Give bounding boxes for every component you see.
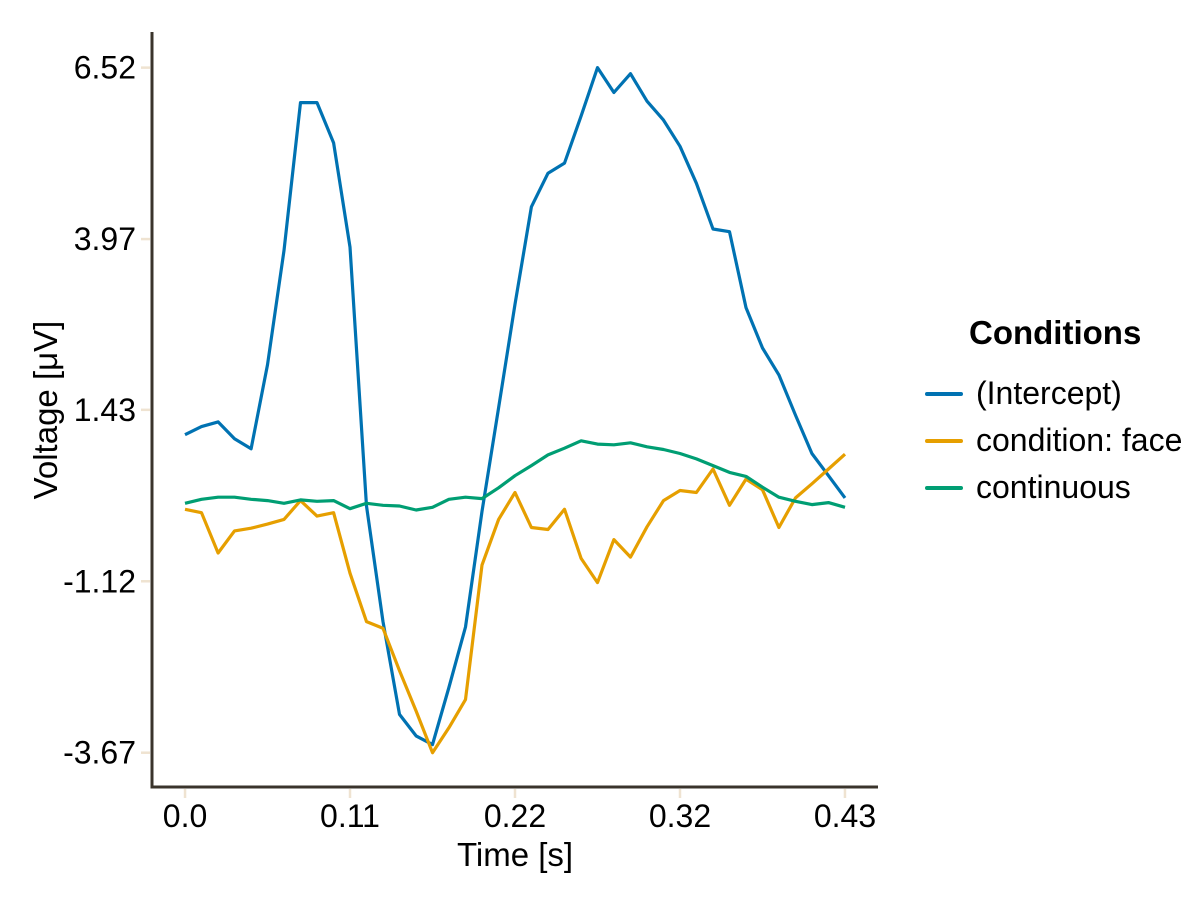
legend-line-swatch (925, 438, 963, 443)
legend-item-label: continuous (976, 469, 1131, 505)
y-tick-label: 6.52 (74, 50, 136, 86)
legend-item: (Intercept) (925, 370, 1182, 417)
legend-item-label: (Intercept) (976, 375, 1122, 411)
x-tick-label: 0.32 (649, 798, 711, 834)
y-axis-label: Voltage [μV] (27, 320, 64, 500)
x-tick-label: 0.43 (814, 798, 876, 834)
legend-items: (Intercept) condition: face continuous (925, 370, 1182, 511)
legend-line-swatch (925, 485, 963, 490)
y-tick-label: 1.43 (74, 392, 136, 428)
legend-item-label: condition: face (976, 422, 1183, 458)
series-line--intercept- (184, 65, 847, 747)
x-tick-label: 0.11 (320, 798, 380, 834)
y-tick-label: -1.12 (63, 563, 136, 599)
x-axis-label: Time [s] (456, 836, 574, 873)
y-tick-label: -3.67 (63, 735, 136, 771)
y-tick-label: 3.97 (74, 221, 136, 257)
x-tick-label: 0.22 (484, 798, 546, 834)
legend-title: Conditions (969, 314, 1142, 351)
series-line-continuous (184, 439, 846, 512)
legend-line-swatch (925, 391, 963, 396)
legend-item: condition: face (925, 417, 1182, 464)
legend: Conditions (Intercept) condition: face con… (925, 314, 1182, 511)
x-tick-label: 0.0 (163, 798, 207, 834)
legend-item: continuous (925, 464, 1182, 511)
series-line-condition-face (184, 453, 847, 755)
